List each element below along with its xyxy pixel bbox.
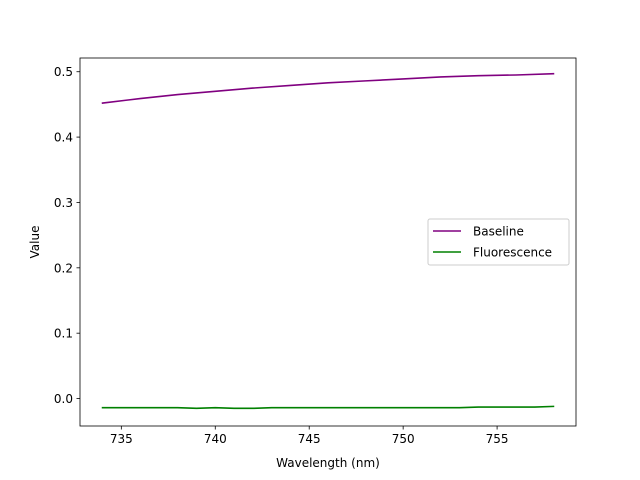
legend-label-fluorescence: Fluorescence — [473, 246, 552, 260]
y-tick-label: 0.3 — [54, 196, 73, 210]
x-tick-label: 740 — [204, 432, 227, 446]
plot-frame — [79, 57, 577, 427]
x-tick-label: 735 — [110, 432, 133, 446]
legend-label-baseline: Baseline — [473, 225, 524, 239]
series-layer — [101, 72, 555, 410]
y-tick-label: 0.0 — [54, 392, 73, 406]
legend-frame — [427, 218, 570, 266]
y-axis-label: Value — [28, 226, 42, 259]
series-line-baseline — [101, 72, 555, 104]
x-axis-ticks: 735 740 745 750 755 — [110, 426, 509, 446]
y-tick-label: 0.4 — [54, 131, 73, 145]
y-tick-label: 0.2 — [54, 261, 73, 275]
x-tick-label: 750 — [392, 432, 415, 446]
y-tick-label: 0.5 — [54, 65, 73, 79]
x-tick-label: 755 — [486, 432, 509, 446]
series-line-fluorescence — [101, 405, 555, 410]
x-axis-label: Wavelength (nm) — [276, 456, 380, 470]
y-tick-label: 0.1 — [54, 327, 73, 341]
x-tick-label: 745 — [298, 432, 321, 446]
legend: Baseline Fluorescence — [427, 218, 570, 266]
y-axis-ticks: 0.0 0.1 0.2 0.3 0.4 0.5 — [54, 65, 80, 406]
